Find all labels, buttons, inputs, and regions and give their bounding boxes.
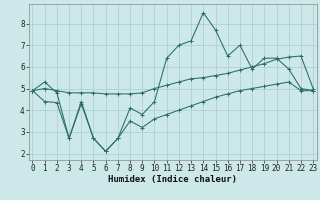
X-axis label: Humidex (Indice chaleur): Humidex (Indice chaleur) — [108, 175, 237, 184]
